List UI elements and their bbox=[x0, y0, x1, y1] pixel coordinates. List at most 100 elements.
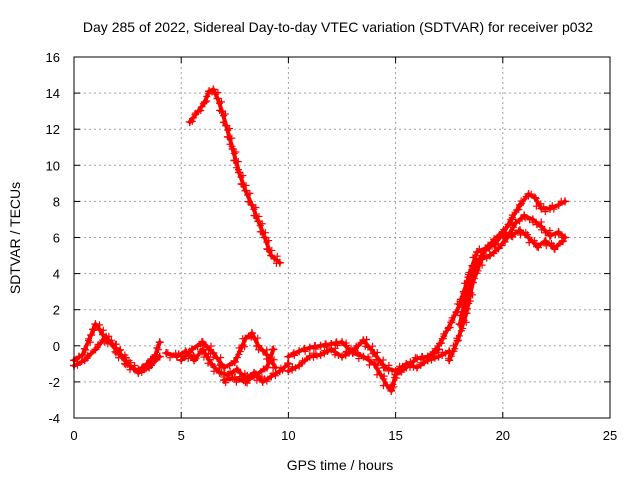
marker bbox=[455, 332, 463, 340]
marker bbox=[478, 251, 486, 259]
data-point bbox=[402, 359, 411, 368]
marker bbox=[289, 350, 297, 358]
series-track-d bbox=[177, 329, 280, 372]
data-point bbox=[213, 94, 222, 103]
marker bbox=[508, 214, 516, 222]
data-point bbox=[305, 343, 314, 352]
data-point bbox=[434, 352, 443, 361]
marker bbox=[431, 347, 439, 355]
marker bbox=[529, 218, 537, 226]
y-tick-label: 4 bbox=[53, 267, 60, 282]
marker bbox=[235, 344, 243, 352]
marker bbox=[436, 339, 444, 347]
marker bbox=[467, 272, 475, 280]
data-point bbox=[316, 350, 325, 359]
data-point bbox=[87, 330, 96, 339]
marker bbox=[218, 98, 226, 106]
marker bbox=[538, 226, 546, 234]
marker bbox=[243, 379, 251, 387]
marker bbox=[541, 208, 549, 216]
data-point bbox=[271, 363, 280, 372]
marker bbox=[96, 339, 104, 347]
marker bbox=[469, 264, 477, 272]
data-point bbox=[558, 237, 567, 246]
y-tick-label: 14 bbox=[46, 86, 60, 101]
data-point bbox=[541, 237, 550, 246]
marker bbox=[254, 334, 262, 342]
marker bbox=[221, 364, 229, 372]
marker bbox=[486, 251, 494, 259]
marker bbox=[246, 189, 254, 197]
marker bbox=[555, 231, 563, 239]
marker bbox=[226, 125, 234, 133]
data-point bbox=[91, 345, 100, 354]
marker bbox=[122, 353, 130, 361]
marker bbox=[138, 368, 146, 376]
data-point bbox=[515, 226, 524, 235]
data-point bbox=[530, 193, 539, 202]
y-tick-label: 10 bbox=[46, 158, 60, 173]
data-point bbox=[275, 258, 284, 267]
marker bbox=[532, 195, 540, 203]
marker bbox=[222, 379, 230, 387]
marker bbox=[80, 345, 88, 353]
marker bbox=[218, 368, 226, 376]
marker bbox=[373, 348, 381, 356]
marker bbox=[469, 253, 477, 261]
chart-title: Day 285 of 2022, Sidereal Day-to-day VTE… bbox=[83, 19, 593, 35]
y-tick-label: -2 bbox=[48, 375, 60, 390]
data-point bbox=[430, 349, 439, 358]
marker bbox=[334, 352, 342, 360]
marker bbox=[239, 341, 247, 349]
marker bbox=[550, 205, 558, 213]
marker bbox=[457, 312, 465, 320]
data-point bbox=[207, 359, 216, 368]
marker bbox=[368, 342, 376, 350]
marker bbox=[116, 346, 124, 354]
marker bbox=[452, 308, 460, 316]
marker bbox=[153, 344, 161, 352]
marker bbox=[513, 206, 521, 214]
marker bbox=[473, 259, 481, 267]
data-point bbox=[215, 368, 224, 377]
marker bbox=[301, 347, 309, 355]
marker bbox=[440, 332, 448, 340]
data-point bbox=[533, 242, 542, 251]
marker bbox=[93, 344, 101, 352]
marker bbox=[100, 338, 108, 346]
marker bbox=[462, 318, 470, 326]
marker bbox=[447, 352, 455, 360]
marker bbox=[199, 342, 207, 350]
y-tick-label: 6 bbox=[53, 231, 60, 246]
marker bbox=[99, 326, 107, 334]
marker bbox=[224, 133, 232, 141]
marker bbox=[203, 92, 211, 100]
marker bbox=[518, 200, 526, 208]
marker bbox=[516, 217, 524, 225]
series-track-e bbox=[220, 345, 278, 387]
marker bbox=[512, 218, 520, 226]
marker bbox=[533, 221, 541, 229]
marker bbox=[177, 356, 185, 364]
data-point bbox=[230, 358, 239, 367]
series-track-h bbox=[284, 336, 454, 376]
marker bbox=[501, 238, 509, 246]
marker bbox=[89, 325, 97, 333]
data-point bbox=[254, 217, 263, 226]
marker bbox=[313, 352, 321, 360]
marker bbox=[190, 114, 198, 122]
series-track-k bbox=[455, 226, 567, 329]
marker bbox=[310, 353, 318, 361]
marker bbox=[208, 361, 216, 369]
x-tick-label: 20 bbox=[496, 428, 510, 443]
data-point bbox=[241, 186, 250, 195]
data-point bbox=[91, 320, 100, 329]
marker bbox=[213, 355, 221, 363]
data-point bbox=[490, 235, 499, 244]
marker bbox=[255, 346, 263, 354]
marker bbox=[263, 363, 271, 371]
marker bbox=[500, 232, 508, 240]
data-point bbox=[370, 359, 379, 368]
x-tick-labels: 0 5 10 15 20 25 bbox=[70, 428, 617, 443]
data-point bbox=[95, 325, 104, 334]
